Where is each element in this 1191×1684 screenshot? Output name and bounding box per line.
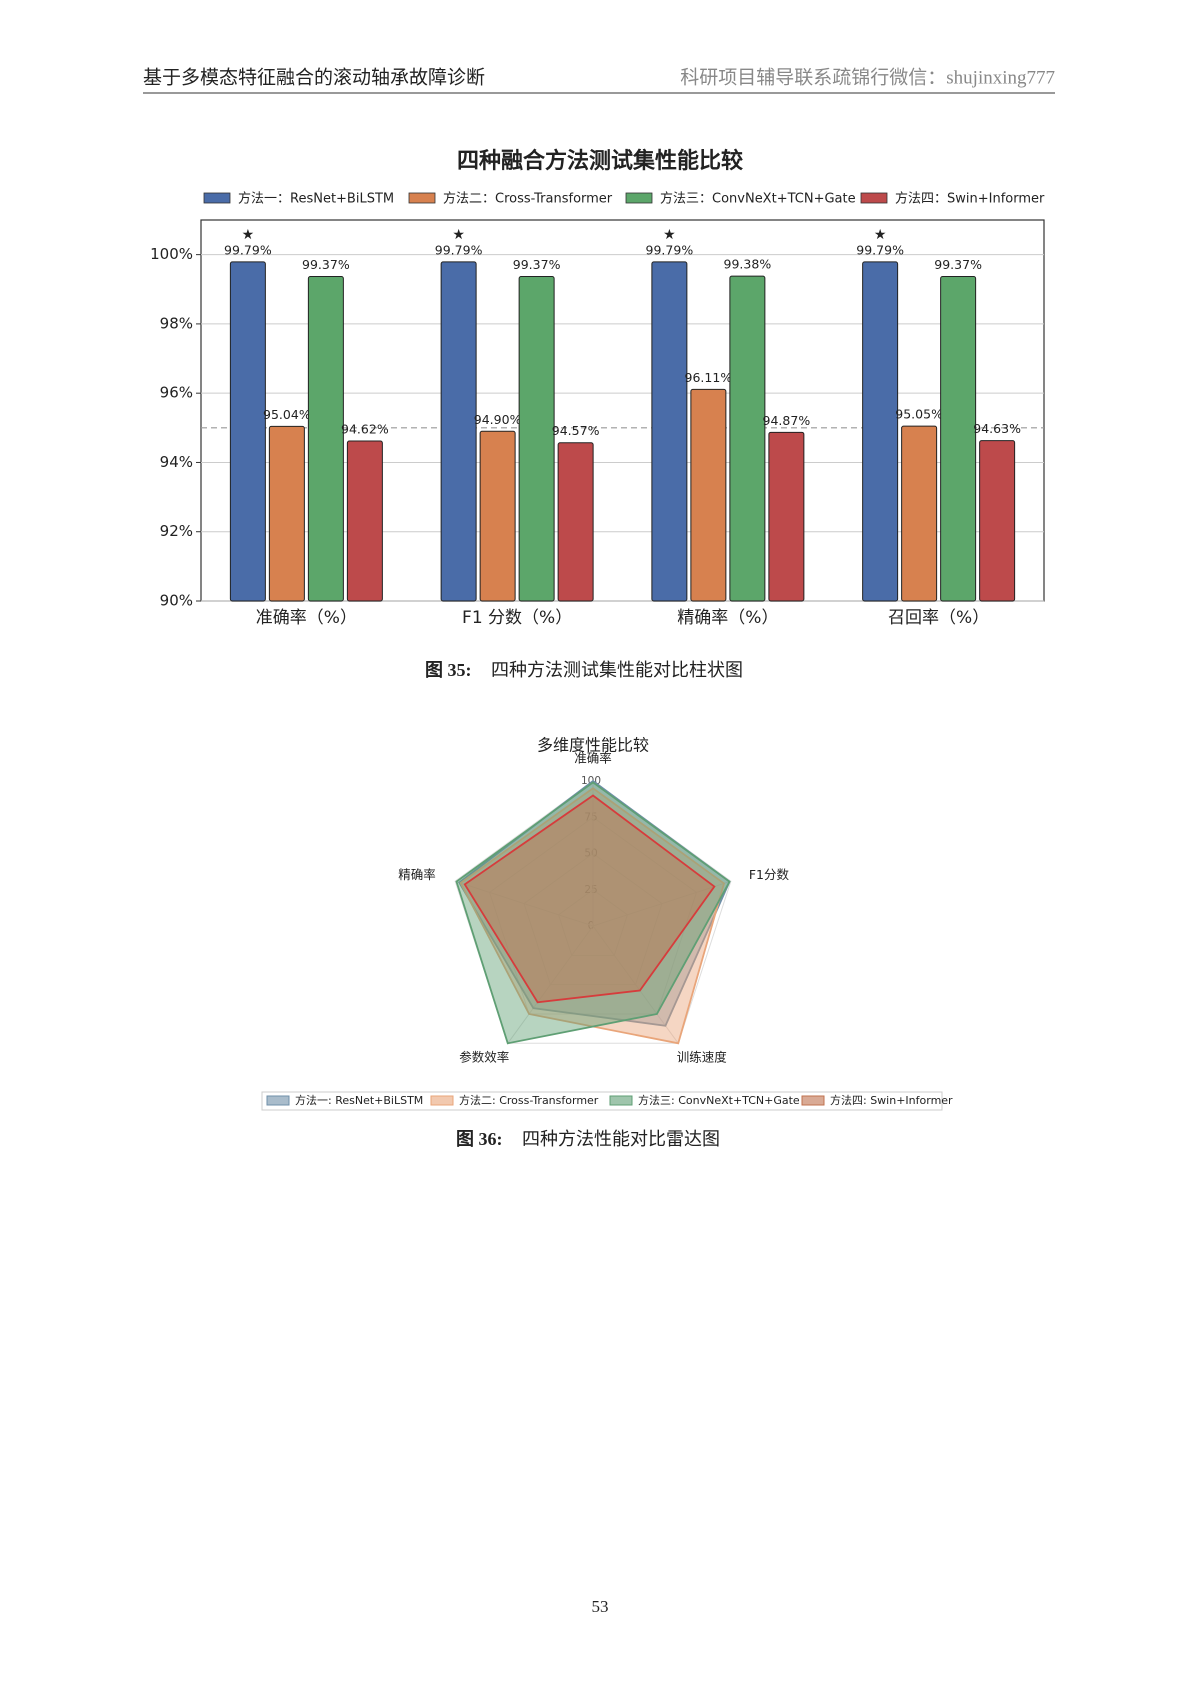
spoke [592, 880, 732, 927]
value-label: 94.87% [763, 413, 811, 428]
bar [940, 275, 977, 602]
y-tick-label: 92% [160, 522, 193, 540]
bar [346, 440, 383, 602]
legend-label: 方法二：Cross-Transformer [443, 191, 613, 207]
legend-label: 方法三：ConvNeXt+TCN+Gate [660, 191, 856, 207]
r-tick-label: 0 [588, 920, 595, 932]
caption-label: 图 35: [425, 660, 472, 680]
legend-swatch [609, 1095, 633, 1106]
legend-swatch [430, 1095, 454, 1106]
legend-label: 方法四：Swin+Informer [895, 191, 1045, 207]
bar [229, 261, 266, 602]
value-label: 99.79% [646, 242, 694, 257]
legend-swatch [801, 1095, 825, 1106]
caption-text: 四种方法性能对比雷达图 [522, 1129, 720, 1149]
value-label: 99.37% [934, 257, 982, 272]
y-tick-label: 94% [160, 453, 193, 471]
y-tick-label: 96% [160, 384, 193, 402]
chart-title: 多维度性能比较 [537, 736, 649, 755]
axis-label: 准确率 [574, 751, 612, 766]
value-label: 99.38% [724, 257, 772, 272]
legend-swatch [408, 192, 436, 204]
spoke [507, 925, 594, 1044]
value-label: 99.79% [435, 242, 483, 257]
best-marker: ★ [663, 227, 676, 243]
grid-ring [557, 889, 629, 956]
value-label: 95.04% [263, 407, 311, 422]
legend-label: 方法三: ConvNeXt+TCN+Gate [638, 1093, 800, 1107]
r-tick-label: 50 [584, 848, 597, 860]
y-tick-label: 98% [160, 314, 193, 332]
radar-area [459, 787, 726, 1045]
bar [440, 261, 477, 602]
bar [729, 275, 766, 602]
x-tick-label: F1 分数（%） [462, 608, 572, 628]
page-number: 53 [592, 1597, 609, 1616]
best-marker: ★ [874, 227, 887, 243]
legend-swatch [625, 192, 653, 204]
x-tick-label: 召回率（%） [888, 608, 989, 628]
bar [690, 388, 727, 602]
grid-ring [488, 816, 698, 1015]
value-label: 99.79% [224, 242, 272, 257]
axis-label: 参数效率 [459, 1049, 509, 1064]
bar [479, 430, 516, 602]
bar [862, 261, 899, 602]
legend-swatch [860, 192, 888, 204]
bar [768, 431, 805, 602]
value-label: 94.62% [341, 421, 389, 436]
y-tick-label: 100% [150, 245, 193, 263]
value-label: 95.05% [895, 407, 943, 422]
best-marker: ★ [452, 227, 465, 243]
spoke [454, 880, 594, 927]
spoke [592, 925, 679, 1044]
value-label: 99.37% [302, 257, 350, 272]
value-label: 94.90% [474, 412, 522, 427]
header-right: 科研项目辅导联系疏锦行微信：shujinxing777 [680, 66, 1055, 88]
legend-swatch [266, 1095, 290, 1106]
x-tick-label: 准确率（%） [256, 608, 357, 628]
grid-ring [523, 852, 663, 986]
bar [901, 425, 938, 602]
radar-area [463, 794, 716, 1004]
bar [307, 275, 344, 602]
header-left: 基于多模态特征融合的滚动轴承故障诊断 [143, 66, 485, 88]
caption-label: 图 36: [456, 1129, 503, 1149]
grid-ring [454, 780, 732, 1044]
bar [268, 425, 305, 602]
value-label: 99.79% [856, 242, 904, 257]
value-label: 94.63% [973, 421, 1021, 436]
r-tick-label: 75 [584, 811, 597, 823]
x-tick-label: 精确率（%） [677, 608, 778, 628]
value-label: 99.37% [513, 257, 561, 272]
axis-label: 精确率 [398, 867, 436, 882]
bar [651, 261, 688, 602]
bar [979, 440, 1016, 602]
legend-swatch [203, 192, 231, 204]
caption-text: 四种方法测试集性能对比柱状图 [491, 660, 743, 680]
bar [557, 442, 594, 602]
legend-label: 方法一：ResNet+BiLSTM [238, 191, 394, 207]
value-label: 94.57% [552, 423, 600, 438]
legend-label: 方法四: Swin+Informer [830, 1093, 953, 1107]
value-label: 96.11% [685, 370, 733, 385]
r-tick-label: 25 [584, 884, 597, 896]
legend-label: 方法二: Cross-Transformer [459, 1093, 599, 1107]
bar [518, 275, 555, 602]
axis-label: F1分数 [749, 867, 790, 882]
y-tick-label: 90% [160, 592, 193, 610]
legend-label: 方法一: ResNet+BiLSTM [295, 1093, 423, 1107]
best-marker: ★ [242, 227, 255, 243]
chart-title: 四种融合方法测试集性能比较 [457, 148, 743, 174]
axis-label: 训练速度 [677, 1049, 728, 1064]
